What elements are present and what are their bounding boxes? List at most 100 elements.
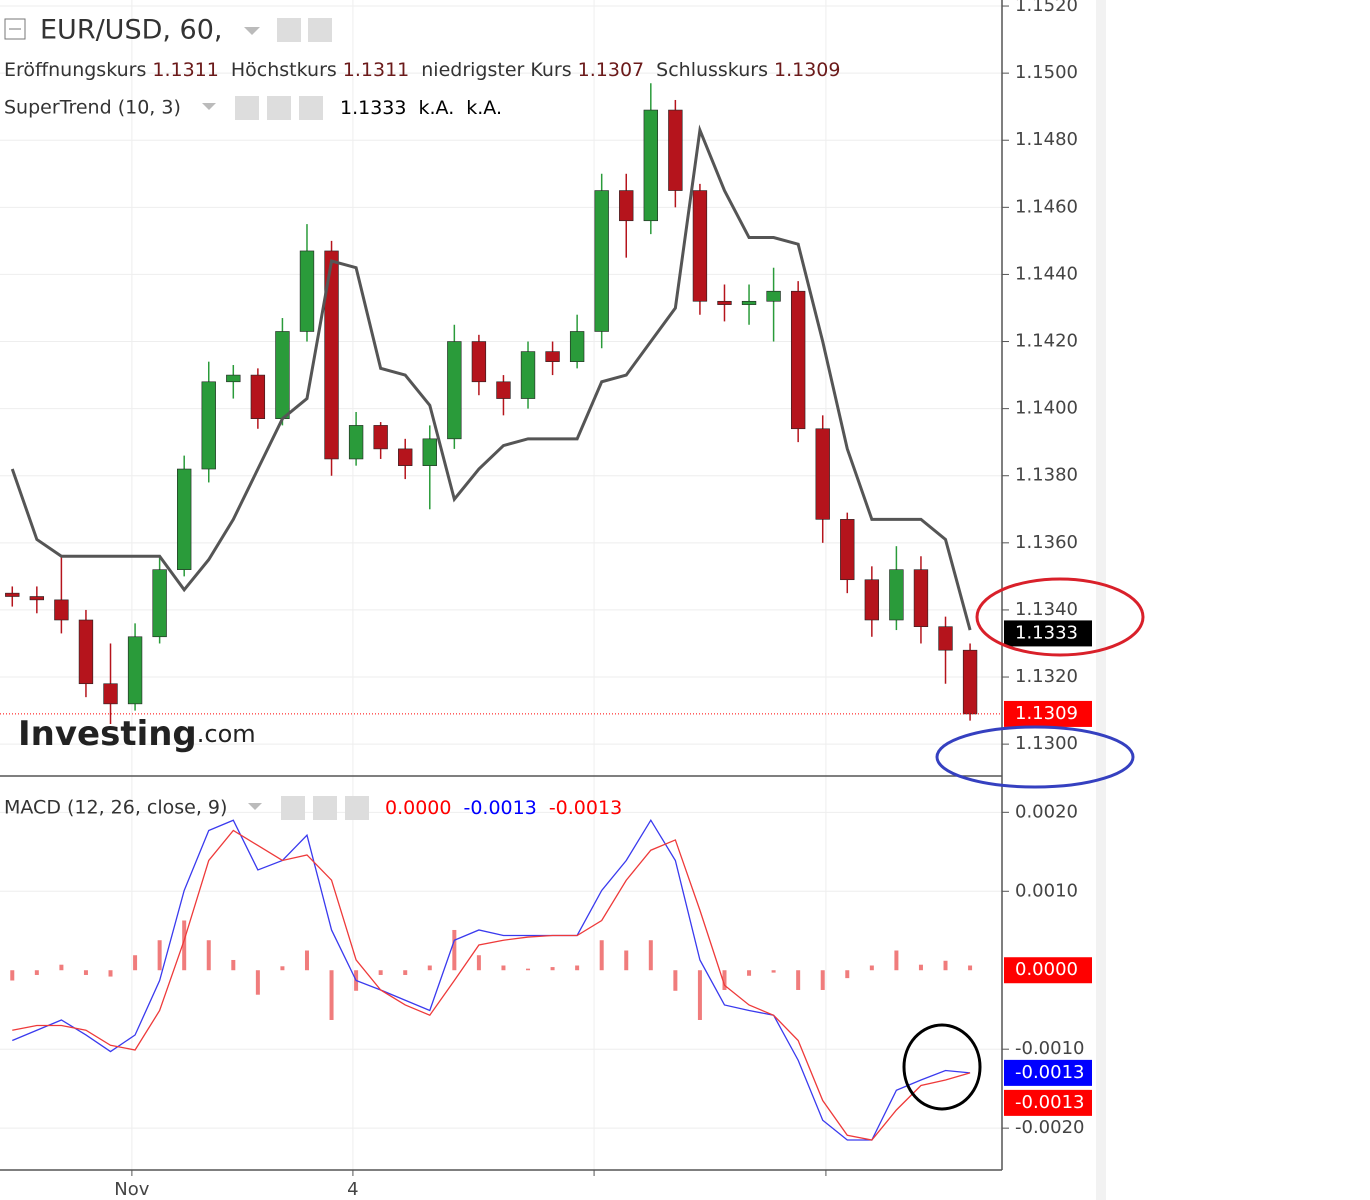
histogram-bar xyxy=(280,966,285,971)
blue-ellipse xyxy=(935,725,1135,789)
indicator-label: SuperTrend (10, 3) xyxy=(4,97,181,119)
candle-body xyxy=(422,438,437,466)
price-tag xyxy=(1004,957,1092,984)
annotations xyxy=(902,577,1145,1111)
histogram-bar xyxy=(476,955,481,971)
candle-body xyxy=(78,619,94,685)
macd-value: -0.0013 xyxy=(549,797,622,819)
candle-body xyxy=(741,300,757,305)
y-tick-label: -0.0010 xyxy=(1015,1038,1084,1059)
ohlc-legend: Eröffnungskurs 1.1311 Höchstkurs 1.1311 nied… xyxy=(4,59,840,81)
macd-title: MACD (12, 26, close, 9) xyxy=(4,797,227,819)
candle-body xyxy=(127,636,143,705)
close-icon[interactable] xyxy=(345,796,369,820)
candle-body xyxy=(299,250,315,332)
candle-body xyxy=(373,425,388,450)
histogram-bar xyxy=(575,965,580,971)
histogram-bar xyxy=(452,929,457,971)
y-tick-label: 1.1440 xyxy=(1015,263,1078,284)
candle-body xyxy=(520,351,536,399)
candle-body xyxy=(619,190,634,222)
eye-icon[interactable] xyxy=(235,96,259,120)
histogram-bar xyxy=(304,950,309,971)
histogram-bar xyxy=(968,965,973,971)
gear-icon[interactable] xyxy=(267,96,291,120)
histogram-bar xyxy=(550,967,555,971)
close-icon[interactable] xyxy=(299,96,323,120)
candle-body xyxy=(324,250,339,460)
candle-body xyxy=(152,569,167,638)
price-tag-label: 0.0000 xyxy=(1015,959,1078,980)
dropdown-icon[interactable] xyxy=(244,27,260,35)
line xyxy=(10,124,972,631)
legend-label: Schlusskurs xyxy=(656,59,768,81)
collapse-icon[interactable] xyxy=(4,18,26,40)
candle-body xyxy=(643,109,658,222)
histogram-bar xyxy=(255,970,260,995)
y-tick-label: 1.1380 xyxy=(1015,465,1078,486)
histogram-bar xyxy=(526,968,531,971)
eye-icon[interactable] xyxy=(281,796,305,820)
y-tick-label: 1.1520 xyxy=(1015,0,1078,16)
legend-label: Höchstkurs xyxy=(231,59,337,81)
histogram-bar xyxy=(10,970,15,981)
price-tag-label: 1.1309 xyxy=(1015,703,1078,724)
histogram-bar xyxy=(820,970,825,990)
dropdown-icon[interactable] xyxy=(248,803,262,810)
watermark-suffix: .com xyxy=(197,720,256,748)
candle-body xyxy=(54,599,69,621)
histogram-bar xyxy=(378,970,383,975)
candle-body xyxy=(201,381,216,470)
gear-icon[interactable] xyxy=(308,18,332,42)
candle-body xyxy=(594,190,609,332)
candle-body xyxy=(275,331,290,419)
legend-label: niedrigster Kurs xyxy=(421,59,571,81)
histogram-bar xyxy=(673,970,678,991)
y-tick-label: 1.1340 xyxy=(1015,599,1078,620)
candle-body xyxy=(790,290,806,430)
line xyxy=(12,818,971,1141)
price-tag-label: -0.0013 xyxy=(1015,1062,1084,1083)
header-icons xyxy=(4,18,369,820)
candle-body xyxy=(496,381,511,399)
axes xyxy=(0,0,1009,1176)
candle-body xyxy=(226,374,241,383)
histogram-bar xyxy=(108,970,113,977)
macd-value: 0.0000 xyxy=(385,797,451,819)
price-tag-label: -0.0013 xyxy=(1015,1092,1084,1113)
histogram-bar xyxy=(771,970,776,973)
histogram-bar xyxy=(697,970,702,1020)
candle-body xyxy=(840,519,855,581)
candle-body xyxy=(864,579,880,621)
indicator-value: k.A. xyxy=(418,97,454,119)
gear-icon[interactable] xyxy=(313,796,337,820)
y-tick-label: 1.1400 xyxy=(1015,398,1078,419)
scrollbar xyxy=(1096,0,1106,1200)
histogram-bar xyxy=(403,970,408,975)
candle-body xyxy=(889,569,904,621)
histogram-bar xyxy=(796,970,801,990)
histogram-bar xyxy=(624,950,629,971)
candle-body xyxy=(471,341,487,383)
dropdown-icon[interactable] xyxy=(202,103,216,110)
indicator-value: k.A. xyxy=(466,97,502,119)
candle-body xyxy=(692,190,708,302)
candle-body xyxy=(398,448,413,466)
marks xyxy=(0,83,1002,1141)
eye-icon[interactable] xyxy=(277,18,301,42)
candle-body xyxy=(766,290,781,302)
macd-values: 0.0000 -0.0013 -0.0013 xyxy=(385,797,622,819)
candle-body xyxy=(668,109,683,191)
price-tag xyxy=(1004,620,1092,647)
histogram-bar xyxy=(206,940,211,971)
legend-value: 1.1311 xyxy=(343,59,409,81)
candle-body xyxy=(913,569,929,628)
watermark-brand: Investing xyxy=(18,714,197,754)
candle-body xyxy=(545,351,560,362)
histogram-bar xyxy=(894,950,899,971)
candle-body xyxy=(348,425,364,460)
price-tag-label: 1.1333 xyxy=(1015,622,1078,643)
histogram-bar xyxy=(747,970,752,976)
